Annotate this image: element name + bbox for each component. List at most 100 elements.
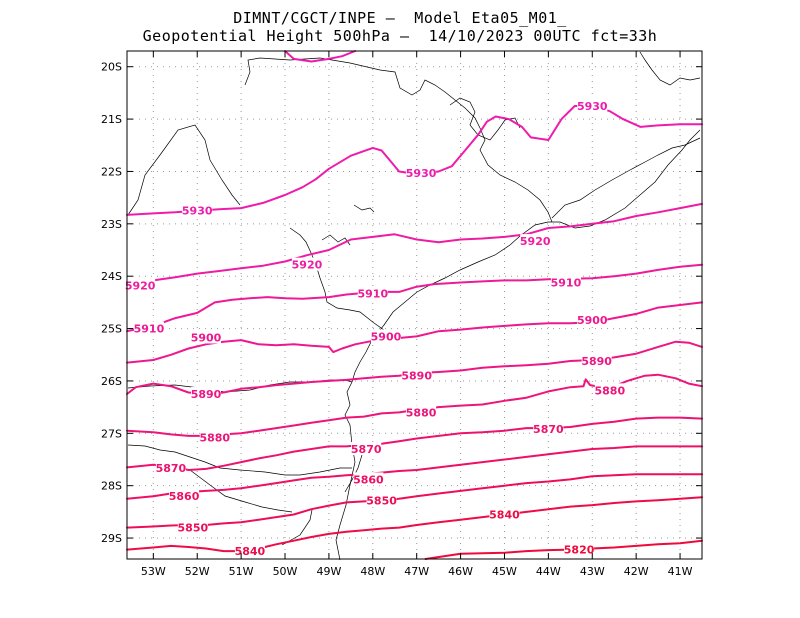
contour-label-5880: 5880 xyxy=(406,406,437,419)
border-sc-rs-inland xyxy=(189,469,293,513)
height-contours xyxy=(126,50,703,560)
lat-tick-label: 22S xyxy=(101,165,122,178)
contour-label-5930: 5930 xyxy=(406,167,437,180)
contour-label-5870: 5870 xyxy=(156,462,187,475)
contour-label-5890: 5890 xyxy=(401,370,432,383)
contour-label-5860: 5860 xyxy=(169,490,200,503)
contour-label-bg xyxy=(406,166,437,180)
border-mg-rj xyxy=(551,137,701,219)
lon-tick-label: 49W xyxy=(316,565,341,578)
contour-label-5890: 5890 xyxy=(581,355,612,368)
contour-label-bg xyxy=(234,544,265,558)
contour-label-bg xyxy=(291,257,322,271)
lon-tick-label: 42W xyxy=(624,565,649,578)
contour-label-5920: 5920 xyxy=(520,235,551,248)
contour-5920 xyxy=(126,202,703,283)
contour-5850 xyxy=(126,473,703,529)
lat-tick-label: 20S xyxy=(101,61,122,74)
lat-tick-label: 28S xyxy=(101,480,122,493)
lake-a xyxy=(321,234,351,246)
lon-tick-label: 44W xyxy=(536,565,561,578)
contour-label-bg xyxy=(577,98,608,112)
contour-label-bg xyxy=(564,542,595,556)
contour-label-5870: 5870 xyxy=(351,443,382,456)
border-sp-mg xyxy=(244,57,553,223)
state-border-sc-rs xyxy=(127,444,352,476)
contour-label-5890: 5890 xyxy=(191,388,222,401)
contour-label-5840: 5840 xyxy=(235,545,266,558)
contour-label-bg xyxy=(357,286,388,300)
border-mg-es xyxy=(639,51,701,86)
contour-label-bg xyxy=(351,442,382,456)
border-ms-pr xyxy=(127,124,241,216)
lon-tick-label: 52W xyxy=(185,565,210,578)
contour-label-bg xyxy=(577,313,608,327)
contour-label-5900: 5900 xyxy=(191,331,222,344)
contour-5930 xyxy=(284,50,357,63)
contour-label-bg xyxy=(401,368,432,382)
lat-tick-label: 25S xyxy=(101,323,122,336)
contour-label-bg xyxy=(353,472,384,486)
lat-tick-label: 26S xyxy=(101,375,122,388)
contour-label-bg xyxy=(133,321,164,335)
latitude-ticks: 20S 21S 22S 23S 24S 25S 26S 27S 28S 29S xyxy=(101,61,702,545)
contour-label-bg xyxy=(370,329,401,343)
contour-label-5880: 5880 xyxy=(199,431,230,444)
contour-labels: 5930 5930 5930 5920 5920 5920 5910 5910 5910 5900… xyxy=(125,98,626,558)
contour-label-bg xyxy=(199,430,230,444)
contour-5930 xyxy=(126,105,703,216)
contour-5910 xyxy=(126,263,703,333)
longitude-ticks: 53W 52W 51W 50W 49W 48W 47W 46W 45W 44W 43W 42W 41W xyxy=(141,51,693,578)
geography-boundaries xyxy=(127,51,701,561)
contour-label-bg xyxy=(406,405,437,419)
coastline xyxy=(335,129,701,561)
contour-label-bg xyxy=(191,330,222,344)
contour-label-5870: 5870 xyxy=(533,423,564,436)
lon-tick-label: 48W xyxy=(360,565,385,578)
map-frame xyxy=(126,50,703,560)
lat-tick-label: 29S xyxy=(101,532,122,545)
lat-tick-label: 23S xyxy=(101,218,122,231)
contour-label-bg xyxy=(520,234,551,248)
contour-label-5930: 5930 xyxy=(182,205,213,218)
contour-label-bg xyxy=(191,387,222,401)
contour-label-bg xyxy=(182,203,213,217)
islands-south xyxy=(281,509,313,546)
lon-tick-label: 53W xyxy=(141,565,166,578)
contour-label-bg xyxy=(125,278,156,292)
contour-label-bg xyxy=(169,489,200,503)
contour-label-5820: 5820 xyxy=(564,544,595,557)
contour-label-5910: 5910 xyxy=(357,287,388,300)
contour-label-5860: 5860 xyxy=(353,473,384,486)
lon-tick-label: 51W xyxy=(229,565,254,578)
lon-tick-label: 46W xyxy=(448,565,473,578)
contour-label-5900: 5900 xyxy=(577,314,608,327)
contour-label-bg xyxy=(366,493,397,507)
contour-label-5850: 5850 xyxy=(366,494,397,507)
contour-label-bg xyxy=(533,422,564,436)
contour-label-5920: 5920 xyxy=(292,259,323,272)
contour-label-5880: 5880 xyxy=(595,384,626,397)
lat-tick-label: 24S xyxy=(101,270,122,283)
contour-label-5850: 5850 xyxy=(178,522,209,535)
lon-tick-label: 47W xyxy=(404,565,429,578)
lat-tick-label: 27S xyxy=(101,427,122,440)
contour-label-5900: 5900 xyxy=(371,330,402,343)
lat-tick-label: 21S xyxy=(101,113,122,126)
contour-label-bg xyxy=(594,383,625,397)
lon-tick-label: 41W xyxy=(668,565,693,578)
contour-label-5920: 5920 xyxy=(125,280,156,293)
contour-label-bg xyxy=(489,507,520,521)
contour-label-5910: 5910 xyxy=(134,323,165,336)
lake-b xyxy=(353,204,375,213)
lon-tick-label: 45W xyxy=(492,565,517,578)
map-grid xyxy=(127,51,702,559)
contour-label-bg xyxy=(177,520,208,534)
contour-label-5910: 5910 xyxy=(551,276,582,289)
contour-label-5930: 5930 xyxy=(577,100,608,113)
contour-label-bg xyxy=(550,275,581,289)
contour-label-bg xyxy=(155,460,186,474)
contour-5870 xyxy=(126,416,703,471)
contour-label-bg xyxy=(581,354,612,368)
